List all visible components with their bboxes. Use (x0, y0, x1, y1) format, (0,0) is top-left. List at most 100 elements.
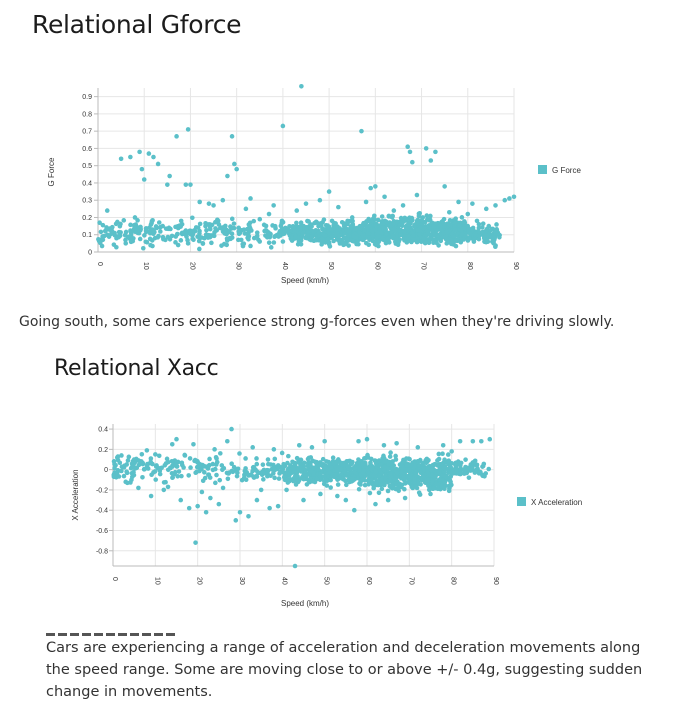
y-tick-label: -0.4 (96, 508, 108, 515)
scatter-point (453, 243, 459, 249)
scatter-point (181, 465, 186, 470)
scatter-point (404, 456, 409, 461)
scatter-point (329, 227, 334, 233)
scatter-point (426, 487, 432, 493)
scatter-point (345, 464, 351, 469)
scatter-point (251, 218, 257, 224)
scatter-point (161, 487, 167, 493)
scatter-point (385, 462, 391, 467)
scatter-point (385, 497, 391, 503)
scatter-point (470, 438, 476, 444)
scatter-point (318, 471, 323, 476)
scatter-point (275, 503, 281, 509)
scatter-point (357, 467, 362, 473)
scatter-point (368, 460, 373, 466)
y-tick-label: -0.6 (96, 528, 108, 535)
scatter-point (311, 465, 317, 471)
scatter-point (178, 497, 184, 503)
scatter-point (229, 235, 235, 240)
scatter-point (175, 473, 180, 479)
scatter-point (277, 228, 283, 234)
scatter-point (331, 223, 336, 228)
scatter-point (157, 471, 163, 477)
scatter-point (209, 240, 214, 246)
scatter-point (449, 460, 454, 466)
scatter-point (279, 450, 285, 456)
scatter-point (320, 236, 325, 242)
scatter-point (128, 480, 133, 485)
scatter-point (292, 460, 298, 466)
scatter-point (165, 234, 171, 240)
scatter-point (272, 456, 278, 462)
scatter-point (303, 473, 309, 478)
scatter-point (173, 461, 178, 467)
scatter-point (389, 482, 395, 488)
scatter-point (368, 466, 374, 472)
scatter-point (300, 230, 306, 236)
scatter-point (241, 475, 247, 481)
scatter-point (248, 243, 253, 249)
scatter-point (301, 476, 306, 482)
scatter-point (453, 216, 458, 221)
scatter-point (430, 478, 435, 484)
scatter-point (442, 479, 448, 485)
scatter-point (118, 230, 123, 235)
scatter-point (279, 220, 284, 226)
scatter-point (190, 215, 195, 221)
scatter-point (408, 462, 414, 468)
scatter-point (131, 226, 137, 232)
scatter-point (149, 219, 155, 224)
scatter-point (362, 482, 368, 488)
scatter-point (385, 488, 391, 494)
scatter-point (424, 213, 430, 218)
scatter-point (165, 484, 171, 490)
scatter-point (231, 221, 237, 226)
scatter-point (344, 459, 350, 464)
scatter-point (139, 451, 145, 457)
scatter-point (235, 470, 240, 475)
scatter-point (363, 455, 368, 461)
scatter-point (293, 482, 299, 487)
scatter-point (170, 475, 176, 480)
scatter-point (353, 235, 359, 240)
scatter-point (163, 226, 169, 231)
scatter-point (245, 235, 250, 241)
scatter-point (148, 242, 153, 248)
scatter-point (436, 470, 442, 475)
scatter-point (100, 237, 106, 243)
scatter-point (138, 460, 144, 466)
scatter-point (281, 231, 286, 237)
scatter-point (136, 485, 141, 491)
x-tick-label: 20 (196, 577, 203, 585)
scatter-point (296, 443, 302, 448)
scatter-point (466, 467, 472, 473)
scatter-point (216, 501, 222, 507)
scatter-point (447, 484, 452, 489)
scatter-point (128, 231, 134, 236)
x-tick-label: 60 (365, 577, 372, 585)
scatter-point (290, 466, 296, 472)
scatter-point (197, 234, 202, 240)
scatter-point (143, 228, 149, 234)
scatter-point (379, 214, 385, 219)
scatter-point (119, 468, 124, 474)
scatter-point (104, 232, 110, 238)
scatter-point (203, 220, 208, 226)
scatter-point (213, 455, 219, 460)
scatter-point (173, 224, 178, 230)
scatter-point (376, 490, 382, 496)
scatter-point (115, 219, 120, 225)
scatter-point (373, 458, 378, 464)
scatter-point (250, 445, 255, 450)
scatter-point (156, 220, 162, 225)
scatter-point (318, 491, 323, 497)
scatter-point (360, 461, 365, 467)
scatter-point (272, 234, 277, 239)
scatter-point (142, 233, 147, 238)
scatter-point (200, 478, 206, 484)
scatter-point (373, 501, 378, 507)
x-axis-title: Speed (km/h) (281, 599, 329, 608)
scatter-point (287, 472, 292, 478)
scatter-point (217, 225, 223, 231)
scatter-point (178, 238, 184, 243)
